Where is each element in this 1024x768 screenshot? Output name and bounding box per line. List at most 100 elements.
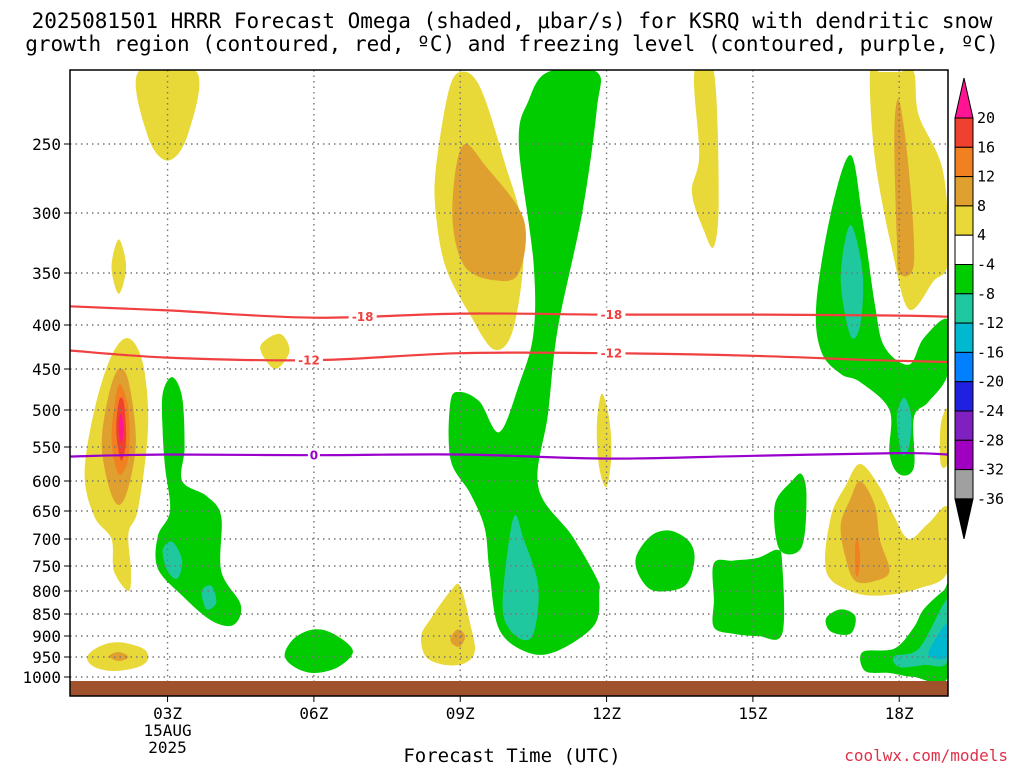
colorbar-label-10: -24 <box>977 402 1004 420</box>
omega-shading <box>84 70 948 684</box>
y-axis-ticks: 250 300 350 400 450 500 550 600 650 700 750 800 850 9… <box>22 135 70 687</box>
xtick-label-03Z: 03Z <box>153 704 182 723</box>
contour-label-bg-0-0 <box>348 309 377 324</box>
colorbar-bin-11 <box>954 410 974 441</box>
credit-link[interactable]: coolwx.com/models <box>844 746 1008 765</box>
contour-label-1-1: -12 <box>601 347 623 361</box>
ytick-label-550: 550 <box>32 438 61 457</box>
contour-label-2-0: 0 <box>310 449 318 463</box>
omega-region-0 <box>135 70 200 161</box>
contour-label-1-0: -12 <box>298 354 320 368</box>
xtick-label-09Z: 09Z <box>446 704 475 723</box>
colorbar-label-3: 8 <box>977 197 986 215</box>
omega-region-13 <box>284 629 353 673</box>
omega-region-23 <box>712 549 785 640</box>
omega-region-12 <box>260 333 290 370</box>
colorbar-label-12: -32 <box>977 461 1004 479</box>
colorbar-bin-5 <box>954 234 974 265</box>
colorbar: 20 16 12 8 4 -4 -8 -12 -16 -20 -24 -28 -32 -36 <box>954 77 1004 540</box>
colorbar-bin-12 <box>954 439 974 471</box>
colorbar-label-7: -12 <box>977 314 1004 332</box>
omega-region-20 <box>596 393 612 488</box>
colorbar-bin-8 <box>954 322 974 353</box>
contour-label-0-1: -18 <box>601 308 623 322</box>
xtick-sublabel-0: 15AUG <box>143 721 191 740</box>
temperature-contours <box>70 305 948 460</box>
chart-grid <box>70 70 948 696</box>
colorbar-label-8: -16 <box>977 343 1004 361</box>
colorbar-label-13: -36 <box>977 490 1004 508</box>
ytick-label-250: 250 <box>32 135 61 154</box>
omega-region-17 <box>450 629 466 647</box>
ytick-label-600: 600 <box>32 472 61 491</box>
colorbar-label-0: 20 <box>977 109 995 127</box>
ytick-label-700: 700 <box>32 530 61 549</box>
omega-region-32 <box>855 537 861 577</box>
ytick-label-450: 450 <box>32 360 61 379</box>
xtick-label-06Z: 06Z <box>299 704 328 723</box>
contour-label-0-0: -18 <box>352 310 374 324</box>
ytick-label-900: 900 <box>32 627 61 646</box>
omega-region-22 <box>635 530 695 592</box>
colorbar-top-arrow <box>954 77 974 119</box>
chart-title-line1: 2025081501 HRRR Forecast Omega (shaded, … <box>31 9 993 33</box>
colorbar-bin-4 <box>954 205 974 236</box>
ytick-label-800: 800 <box>32 582 61 601</box>
omega-region-26 <box>894 99 915 277</box>
omega-region-9 <box>155 377 242 627</box>
ytick-label-350: 350 <box>32 264 61 283</box>
colorbar-label-4: 4 <box>977 226 986 244</box>
omega-region-36 <box>928 623 948 660</box>
ytick-label-1000: 1000 <box>22 668 61 687</box>
contour-labels: -18 -18 -12 -12 0 <box>295 307 626 463</box>
omega-region-37 <box>939 408 948 468</box>
colorbar-label-6: -8 <box>977 285 995 303</box>
contour-label-bg-1-1 <box>597 346 626 361</box>
omega-region-29 <box>896 397 912 456</box>
colorbar-label-1: 16 <box>977 138 995 156</box>
colorbar-bin-3 <box>954 176 974 207</box>
plot-frame <box>69 69 949 697</box>
surface-ground-bar <box>70 681 948 696</box>
ytick-label-950: 950 <box>32 648 61 667</box>
xtick-label-15Z: 15Z <box>738 704 767 723</box>
colorbar-label-9: -20 <box>977 373 1004 391</box>
contour-label-bg-2-0 <box>307 448 320 463</box>
xtick-label-18Z: 18Z <box>885 704 914 723</box>
omega-region-31 <box>840 480 890 584</box>
omega-region-21 <box>691 70 719 248</box>
xtick-label-12Z: 12Z <box>592 704 621 723</box>
colorbar-bin-13 <box>954 469 974 500</box>
contour-label-bg-1-0 <box>295 353 324 368</box>
colorbar-bin-10 <box>954 381 974 412</box>
omega-region-19 <box>502 515 539 641</box>
omega-region-10 <box>162 541 183 579</box>
omega-region-24 <box>774 473 807 555</box>
contour-line-2 <box>70 451 948 460</box>
omega-region-33 <box>825 609 856 635</box>
x-axis-label: Forecast Time (UTC) <box>403 745 621 767</box>
colorbar-bin-1 <box>954 117 974 148</box>
ytick-label-850: 850 <box>32 605 61 624</box>
chart-title-line2: growth region (contoured, red, ºC) and f… <box>25 32 999 56</box>
omega-region-1 <box>111 239 127 294</box>
colorbar-bin-9 <box>954 351 974 383</box>
ytick-label-400: 400 <box>32 316 61 335</box>
colorbar-label-2: 12 <box>977 168 995 186</box>
colorbar-bin-6 <box>954 264 974 295</box>
colorbar-bin-2 <box>954 146 974 178</box>
ytick-label-500: 500 <box>32 401 61 420</box>
colorbar-bin-7 <box>954 293 974 324</box>
ytick-label-300: 300 <box>32 204 61 223</box>
ytick-label-750: 750 <box>32 557 61 576</box>
omega-region-18 <box>448 70 601 655</box>
contour-line-1 <box>70 349 948 364</box>
omega-region-11 <box>201 585 217 610</box>
colorbar-label-5: -4 <box>977 256 995 274</box>
omega-region-8 <box>109 651 129 662</box>
contour-label-bg-0-1 <box>597 307 626 322</box>
omega-region-16 <box>421 583 476 666</box>
contour-line-0 <box>70 305 948 319</box>
